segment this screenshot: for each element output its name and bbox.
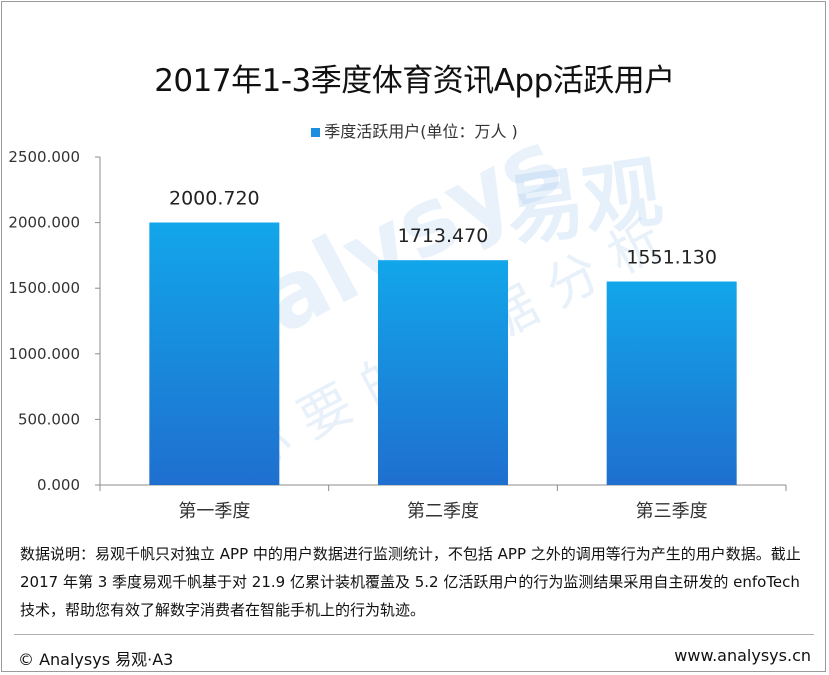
legend: 季度活跃用户(单位：万人 ) — [0, 118, 829, 142]
bar-2 — [378, 260, 508, 485]
data-label: 2000.720 — [169, 188, 260, 210]
footer-divider — [14, 634, 814, 635]
y-tick-label: 1500.000 — [8, 279, 80, 297]
y-tick-label: 2500.000 — [8, 148, 80, 166]
x-tick-label: 第一季度 — [178, 501, 250, 522]
data-label: 1551.130 — [626, 246, 717, 268]
bar-chart: 0.000 500.000 1000.000 1500.000 2000.000 2500… — [8, 148, 787, 522]
legend-label: 季度活跃用户(单位：万人 ) — [324, 122, 518, 141]
y-tick-label: 2000.000 — [8, 214, 80, 232]
x-tick-label: 第二季度 — [407, 501, 479, 522]
x-tick-label: 第三季度 — [636, 501, 708, 522]
legend-swatch — [311, 128, 321, 137]
bar-1 — [149, 222, 280, 485]
y-tick-label: 0.000 — [37, 476, 80, 494]
footer-copyright: © Analysys 易观·A3 — [18, 650, 174, 669]
y-tick-label: 500.000 — [18, 410, 80, 428]
bar-3 — [606, 281, 737, 485]
data-label: 1713.470 — [398, 225, 489, 247]
footer-website[interactable]: www.analysys.cn — [674, 646, 811, 665]
data-note: 数据说明：易观千帆只对独立 APP 中的用户数据进行监测统计，不包括 APP 之… — [20, 545, 801, 619]
y-tick-label: 1000.000 — [8, 345, 80, 363]
chart-title: 2017年1-3季度体育资讯App活跃用户 — [154, 63, 675, 99]
